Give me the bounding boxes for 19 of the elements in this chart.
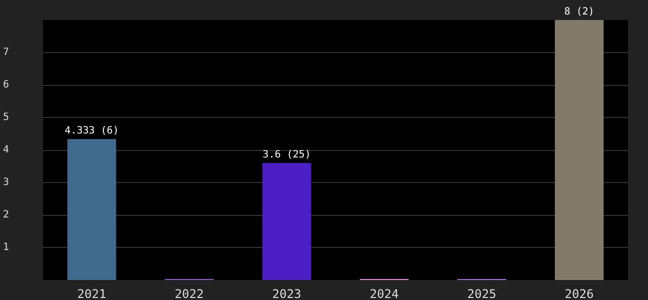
x-tick-label: 2024 (370, 287, 399, 300)
x-tick-label: 2025 (467, 287, 496, 300)
bar (67, 139, 116, 280)
y-tick-label: 6 (3, 80, 10, 90)
y-tick-label: 2 (3, 210, 10, 220)
x-tick-label: 2021 (77, 287, 106, 300)
y-tick-label: 5 (3, 112, 10, 123)
data-label: 4.333 (6) (64, 126, 119, 137)
bar (262, 163, 312, 280)
data-label: 8 (2) (564, 6, 594, 18)
bar (554, 20, 604, 280)
x-tick-label: 2026 (564, 287, 594, 300)
x-tick-label: 2022 (174, 287, 204, 300)
x-tick-label: 2023 (272, 287, 302, 300)
y-tick-label: 1 (3, 242, 10, 253)
data-label: 3.6 (25) (262, 150, 311, 160)
y-tick-label: 3 (3, 177, 10, 188)
y-tick-label: 4 (3, 144, 10, 156)
y-tick-label: 7 (3, 47, 10, 58)
